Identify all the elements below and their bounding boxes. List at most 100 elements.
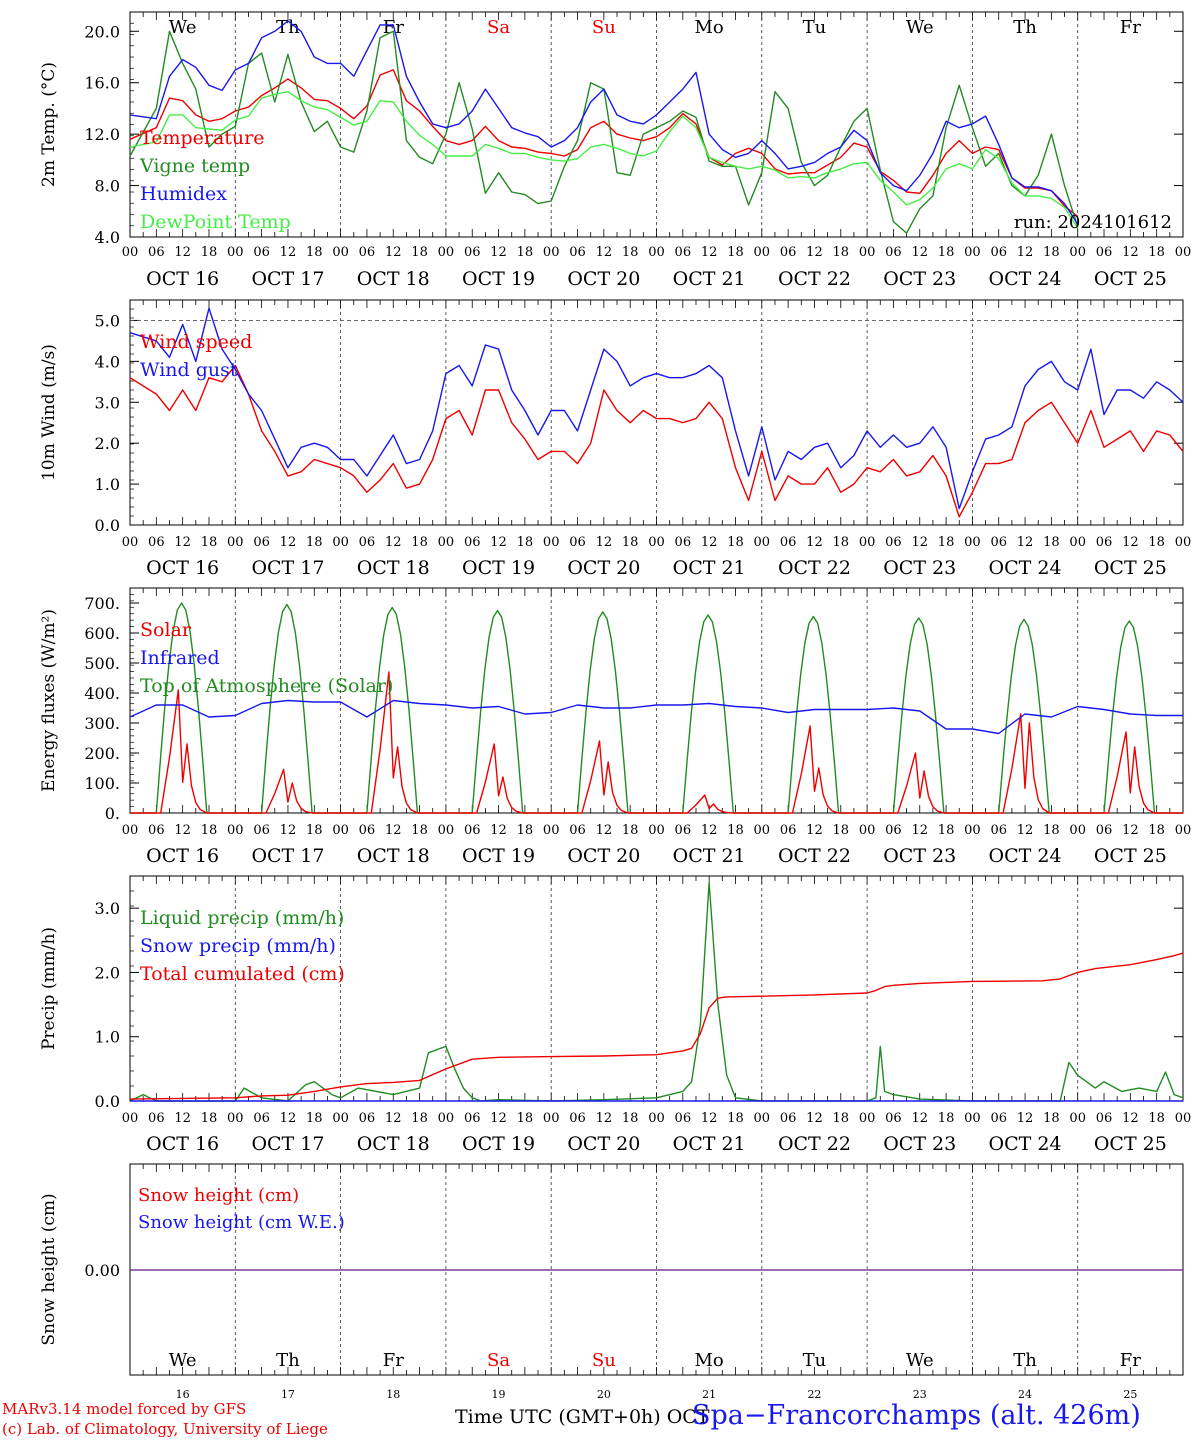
day-number-label: 19: [492, 1388, 506, 1401]
date-label: OCT 22: [778, 1133, 851, 1155]
hour-tick-label: 06: [1096, 823, 1113, 838]
hour-tick-label: 06: [990, 1111, 1007, 1126]
weekday-label: We: [169, 17, 197, 38]
legend-entry: Snow precip (mm/h): [140, 935, 336, 957]
date-label: OCT 23: [883, 845, 956, 867]
date-label: OCT 20: [567, 268, 640, 290]
day-number-label: 18: [386, 1388, 400, 1401]
y-tick-label: 12.0: [84, 125, 120, 144]
hour-tick-label: 00: [1175, 823, 1192, 838]
y-tick-label: 500.: [84, 654, 120, 673]
panel-wind: 10m Wind (m/s) 0.0 1.0 2.0 3.0 4.0 5.0 00 06 12 18…: [39, 299, 1192, 579]
date-label: OCT 25: [1094, 268, 1167, 290]
date-label: OCT 18: [357, 557, 430, 579]
hour-tick-label: 18: [201, 823, 218, 838]
hour-tick-label: 06: [569, 1111, 586, 1126]
panel-snow: Snow height (cm) We Th Fr Sa Su Mo Tu We Th Fr 0.00…: [39, 1163, 1184, 1401]
date-label: OCT 20: [567, 845, 640, 867]
hour-tick-label: 18: [622, 245, 639, 260]
hour-tick-label: 06: [464, 245, 481, 260]
y-axis-label: 2m Temp. (°C): [39, 62, 59, 187]
credit-line-1: MARv3.14 model forced by GFS: [2, 1400, 247, 1418]
y-tick-label: 300.: [84, 714, 120, 733]
y-tick-label: 8.0: [95, 177, 120, 196]
hour-tick-label: 06: [885, 245, 902, 260]
legend-entry: Temperature: [140, 127, 264, 149]
date-label: OCT 17: [251, 845, 324, 867]
hour-tick-label: 00: [543, 1111, 560, 1126]
date-label: OCT 23: [883, 268, 956, 290]
hour-tick-label: 18: [201, 535, 218, 550]
hour-tick-label: 00: [1175, 245, 1192, 260]
hour-tick-label: 06: [253, 535, 270, 550]
hour-tick-label: 12: [911, 535, 928, 550]
hour-tick-label: 00: [1175, 535, 1192, 550]
hour-tick-label: 12: [490, 823, 507, 838]
hour-tick-label: 12: [174, 1111, 191, 1126]
hour-tick-label: 12: [1017, 1111, 1034, 1126]
weekday-label: We: [906, 17, 934, 38]
legend-entry: Snow height (cm W.E.): [138, 1212, 345, 1233]
hour-tick-label: 12: [701, 245, 718, 260]
hour-tick-label: 18: [517, 1111, 534, 1126]
hour-tick-label: 12: [174, 823, 191, 838]
weekday-label: We: [906, 1350, 934, 1371]
weekday-label: Th: [276, 17, 300, 38]
hour-tick-label: 00: [543, 823, 560, 838]
hour-tick-label: 00: [332, 535, 349, 550]
hour-tick-label: 18: [1043, 245, 1060, 260]
hour-tick-label: 00: [648, 245, 665, 260]
hour-tick-label: 18: [938, 823, 955, 838]
hour-tick-label: 18: [411, 245, 428, 260]
hour-tick-label: 06: [464, 823, 481, 838]
hour-tick-label: 06: [569, 535, 586, 550]
hour-tick-label: 18: [411, 823, 428, 838]
hour-tick-label: 06: [253, 823, 270, 838]
hour-tick-label: 00: [543, 245, 560, 260]
weekday-label: Sa: [487, 1350, 510, 1371]
weekday-label: Fr: [1120, 1350, 1141, 1371]
hour-tick-label: 00: [122, 1111, 139, 1126]
hour-tick-label: 00: [438, 535, 455, 550]
hour-tick-label: 00: [964, 823, 981, 838]
hour-tick-label: 12: [385, 245, 402, 260]
hour-tick-label: 18: [938, 535, 955, 550]
hour-tick-label: 18: [1043, 823, 1060, 838]
hour-tick-label: 06: [780, 535, 797, 550]
day-number-label: 25: [1123, 1388, 1137, 1401]
panel-precip: Precip (mm/h) 0.0 1.0 2.0 3.0 00 06 12 18 00 06 12 1…: [39, 875, 1192, 1155]
y-tick-label: 0.00: [84, 1261, 120, 1280]
hour-tick-label: 12: [701, 535, 718, 550]
y-tick-label: 20.0: [84, 22, 120, 41]
hour-tick-label: 00: [859, 245, 876, 260]
run-annotation: run: 2024101612: [1014, 212, 1172, 233]
weekday-label: Th: [276, 1350, 300, 1371]
hour-tick-label: 00: [1069, 245, 1086, 260]
hour-tick-label: 06: [990, 245, 1007, 260]
y-axis-label: Precip (mm/h): [39, 927, 59, 1050]
hour-tick-label: 06: [675, 823, 692, 838]
series-line: [129, 952, 1184, 1100]
hour-tick-label: 18: [201, 1111, 218, 1126]
hour-tick-label: 18: [938, 1111, 955, 1126]
hour-tick-label: 12: [1017, 245, 1034, 260]
hour-tick-label: 12: [911, 1111, 928, 1126]
hour-tick-label: 06: [885, 535, 902, 550]
hour-tick-label: 18: [833, 245, 850, 260]
hour-tick-label: 12: [596, 1111, 613, 1126]
hour-tick-label: 00: [227, 245, 244, 260]
hour-tick-label: 18: [411, 1111, 428, 1126]
series-line: [129, 20, 1079, 225]
weekday-label: Mo: [695, 1350, 724, 1371]
hour-tick-label: 12: [490, 535, 507, 550]
hour-tick-label: 12: [701, 1111, 718, 1126]
hour-tick-label: 00: [1175, 1111, 1192, 1126]
date-label: OCT 19: [462, 1133, 535, 1155]
y-tick-label: 2.0: [95, 963, 120, 982]
hour-tick-label: 06: [359, 1111, 376, 1126]
credit-line-2: (c) Lab. of Climatology, University of L…: [2, 1420, 328, 1438]
date-label: OCT 18: [357, 845, 430, 867]
weekday-label: Su: [592, 1350, 616, 1371]
weekday-label: Sa: [487, 17, 510, 38]
